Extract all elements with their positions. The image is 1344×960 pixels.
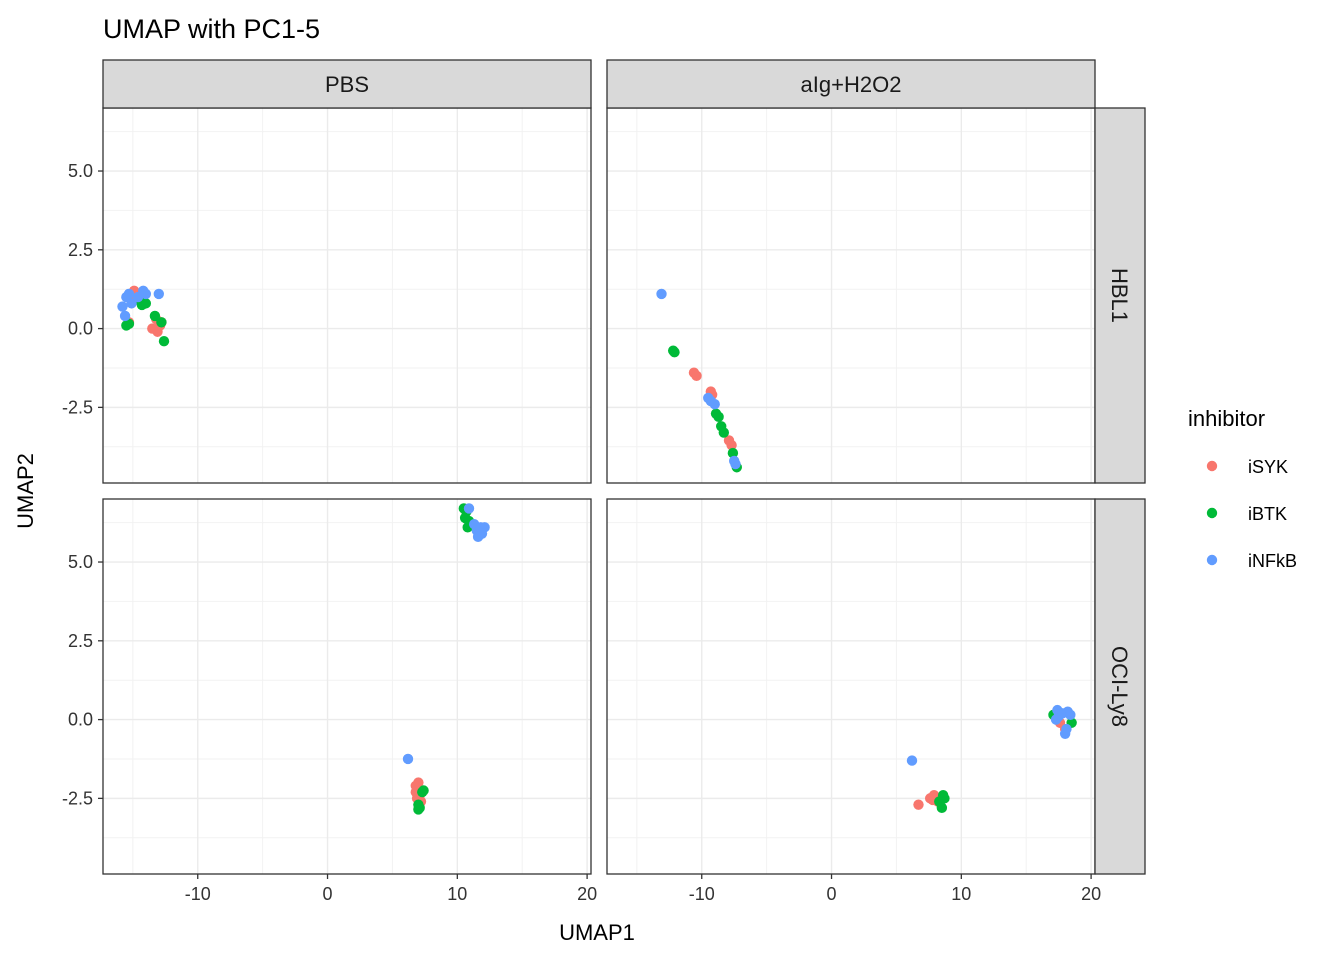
data-point-infkb — [402, 753, 414, 765]
legend-label: iNFkB — [1248, 551, 1297, 571]
panel-background — [103, 108, 591, 483]
x-tick-label: -10 — [185, 884, 211, 904]
panel-oci-ly8-pbs — [102, 498, 592, 875]
strip-oci-ly8: OCI-Ly8 — [1094, 498, 1146, 875]
series-ibtk — [121, 295, 170, 347]
x-tick-label: 10 — [447, 884, 467, 904]
x-tick-label: 0 — [323, 884, 333, 904]
x-tick-label: 20 — [577, 884, 597, 904]
data-point-infkb — [709, 399, 720, 410]
legend-label: iBTK — [1248, 504, 1287, 524]
facet-panels — [102, 107, 1096, 875]
y-tick-label: 5.0 — [68, 161, 93, 181]
data-point-infkb — [1061, 723, 1072, 735]
strip-label: HBL1 — [1107, 268, 1132, 323]
legend-entry-ibtk: iBTK — [1206, 504, 1287, 524]
y-tick-label: 5.0 — [68, 552, 93, 572]
legend-key — [1206, 507, 1218, 519]
legend-entry-isyk: iSYK — [1206, 457, 1288, 477]
y-tick-label: -2.5 — [62, 788, 93, 808]
data-point-ibtk — [459, 512, 471, 524]
x-axis-title: UMAP1 — [559, 920, 635, 945]
strip-label: PBS — [325, 72, 369, 97]
data-point-ibtk — [669, 347, 680, 358]
strip-hbl1: HBL1 — [1094, 107, 1146, 484]
x-tick-label: 0 — [827, 884, 837, 904]
data-point-infkb — [463, 503, 475, 514]
data-point-infkb — [656, 288, 667, 300]
series-infkb — [906, 704, 1076, 766]
data-point-isyk — [913, 799, 924, 810]
series-infkb — [656, 288, 741, 470]
legend-key — [1206, 460, 1218, 472]
panel-background — [607, 108, 1095, 483]
data-point-infkb — [1065, 709, 1076, 721]
data-point-ibtk — [413, 804, 424, 815]
data-point-isyk — [147, 323, 158, 334]
y-tick-label: 2.5 — [68, 240, 93, 260]
data-point-infkb — [1050, 714, 1062, 725]
panel-hbl1-aig-h2o2 — [606, 107, 1096, 484]
data-point-ibtk — [939, 793, 950, 804]
series-infkb — [402, 503, 490, 765]
strip-pbs: PBS — [102, 59, 592, 109]
facet-strips: PBS aIg+H2O2 HBL1 OCI-Ly8 — [102, 59, 1146, 875]
series-infkb — [117, 285, 165, 322]
data-point-ibtk — [713, 411, 724, 423]
strip-background — [1094, 498, 1146, 875]
strip-background — [102, 59, 592, 109]
legend: inhibitor iSYK iBTK iNFkB — [1188, 406, 1297, 571]
panel-border — [102, 498, 592, 875]
data-point-infkb — [119, 310, 131, 322]
data-point-ibtk — [149, 310, 161, 322]
legend-key — [1206, 554, 1218, 566]
data-point-infkb — [126, 298, 137, 309]
y-tick-label: 0.0 — [68, 319, 93, 339]
y-tick-label: 2.5 — [68, 631, 93, 651]
series-isyk — [688, 367, 737, 451]
data-point-infkb — [140, 288, 152, 300]
y-tick-label: -2.5 — [62, 397, 93, 417]
panel-oci-ly8-aig-h2o2 — [606, 498, 1096, 875]
data-point-ibtk — [156, 317, 167, 328]
strip-label: aIg+H2O2 — [801, 72, 902, 97]
x-tick-label: 20 — [1081, 884, 1101, 904]
strip-background — [606, 59, 1096, 109]
data-point-infkb — [906, 755, 918, 766]
x-tick-label: 10 — [951, 884, 971, 904]
legend-title: inhibitor — [1188, 406, 1265, 431]
data-point-infkb — [730, 458, 741, 470]
strip-background — [1094, 107, 1146, 484]
data-point-infkb — [117, 301, 128, 312]
legend-entry-infkb: iNFkB — [1206, 551, 1297, 571]
panel-background — [607, 499, 1095, 874]
chart-title: UMAP with PC1-5 — [103, 14, 320, 44]
axes: -10 0 10 20 -10 0 10 20 -2.5 0.0 2.5 5.0 -2.5 0.0 2.5 5… — [62, 161, 1101, 904]
panel-background — [103, 499, 591, 874]
y-tick-label: 0.0 — [68, 710, 93, 730]
strip-label: OCI-Ly8 — [1107, 646, 1132, 727]
data-point-infkb — [123, 288, 135, 300]
panel-hbl1-pbs — [102, 107, 592, 484]
data-point-ibtk — [727, 447, 739, 459]
data-point-isyk — [726, 439, 737, 451]
data-point-ibtk — [123, 318, 135, 330]
x-tick-label: -10 — [689, 884, 715, 904]
legend-label: iSYK — [1248, 457, 1288, 477]
data-point-infkb — [153, 288, 165, 300]
data-point-ibtk — [718, 427, 730, 438]
data-point-infkb — [476, 528, 488, 539]
data-point-ibtk — [936, 802, 948, 814]
data-point-infkb — [132, 291, 144, 303]
strip-aig-h2o2: aIg+H2O2 — [606, 59, 1096, 109]
data-point-ibtk — [418, 785, 429, 796]
data-point-ibtk — [158, 335, 170, 347]
data-point-isyk — [691, 370, 702, 382]
y-axis-title: UMAP2 — [13, 453, 38, 529]
data-point-ibtk — [136, 299, 148, 311]
